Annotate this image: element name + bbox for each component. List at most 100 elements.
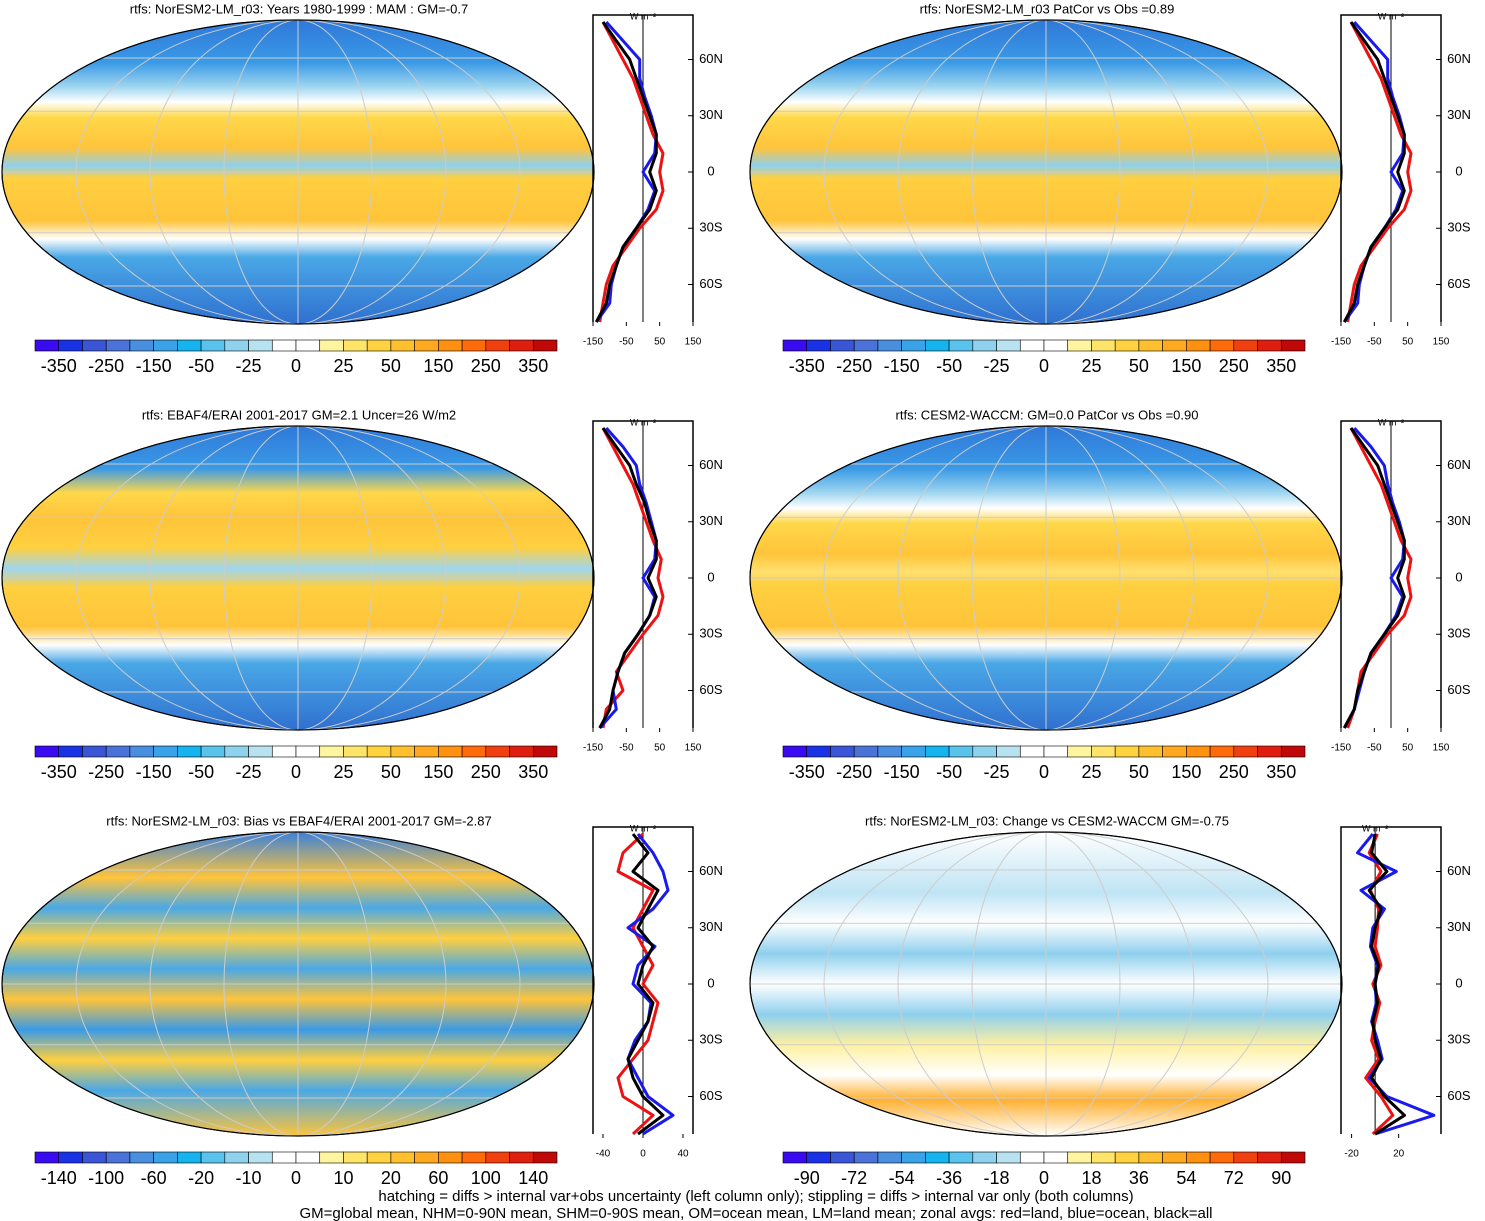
zonal-line [601,427,665,729]
unit-label: W m⁻² [630,823,656,833]
colorbar-label: 140 [518,1168,548,1188]
colorbar-label: 250 [471,762,501,782]
colorbar-box [1209,745,1235,758]
y-tick-label: 0 [707,569,714,584]
colorbar-label: -54 [889,1168,915,1188]
colorbar-box [877,745,902,758]
colorbar-box [129,339,154,352]
panel-title: rtfs: NorESM2-LM_r03: Years 1980-1999 : … [130,1,469,16]
panel-title: rtfs: NorESM2-LM_r03: Change vs CESM2-WA… [865,813,1229,828]
colorbar-label: 250 [471,356,501,376]
x-tick-label: 50 [1402,337,1414,348]
colorbar-label: 350 [1266,762,1296,782]
colorbar-box [1257,339,1282,352]
colorbar-box [830,1151,855,1164]
colorbar-label: 150 [423,762,453,782]
colorbar-box [782,1151,808,1164]
zonal-line [1346,21,1413,323]
zonal-line [626,833,675,1136]
colorbar-box [271,745,297,758]
colorbar-label: 18 [1081,1168,1101,1188]
colorbar-box [295,745,321,758]
panel-title: rtfs: EBAF4/ERAI 2001-2017 GM=2.1 Uncer=… [142,407,456,422]
colorbar-box [153,339,178,352]
colorbar-label: 0 [291,1168,301,1188]
colorbar-box [366,1151,392,1164]
colorbar-box [319,339,344,352]
colorbar-box [58,1151,83,1164]
zonal-line [598,427,658,729]
colorbar-label: 50 [1129,356,1149,376]
unit-label: W m⁻² [1378,11,1404,21]
colorbar-label: -150 [884,356,920,376]
x-tick-label: 150 [685,337,702,348]
colorbar-label: 90 [1271,1168,1291,1188]
colorbar-label: -20 [188,1168,214,1188]
x-tick-label: -50 [619,337,634,348]
colorbar-box [830,745,855,758]
colorbar-label: -350 [41,356,77,376]
colorbar-box [1019,1151,1045,1164]
colorbar-label: 25 [333,762,353,782]
y-tick-label: 60N [1447,457,1471,472]
colorbar-box [343,339,368,352]
colorbar-box [996,745,1021,758]
colorbar-label: 250 [1219,356,1249,376]
colorbar-label: -150 [136,762,172,782]
colorbar-box [485,339,510,352]
colorbar-box [877,339,902,352]
colorbar-box [248,1151,273,1164]
colorbar-box [972,1151,997,1164]
colorbar-box [1138,339,1163,352]
colorbar-box [82,745,107,758]
colorbar-box [806,1151,831,1164]
colorbar-box [1091,339,1116,352]
colorbar-label: 350 [518,356,548,376]
colorbar-label: 54 [1176,1168,1196,1188]
y-tick-label: 60S [699,276,722,291]
colorbar-box [58,745,83,758]
colorbar-box [1043,745,1069,758]
x-tick-label: 50 [1402,743,1414,754]
y-tick-label: 60N [1447,51,1471,66]
unit-label: W m⁻² [1362,823,1388,833]
colorbar-box [1138,1151,1163,1164]
colorbar-box [319,745,344,758]
colorbar-box [461,339,487,352]
colorbar-label: -60 [141,1168,167,1188]
colorbar-box [200,339,226,352]
colorbar-label: -50 [936,356,962,376]
colorbar-box [948,1151,974,1164]
colorbar-box [782,745,808,758]
colorbar-box [390,1151,415,1164]
colorbar-box [806,745,831,758]
map-outline [749,831,1343,1137]
x-tick-label: -50 [619,743,634,754]
y-tick-label: 0 [1455,163,1462,178]
footer-line: hatching = diffs > internal var+obs unce… [378,1188,1133,1205]
zonal-line [1367,833,1406,1136]
colorbar-box [901,1151,926,1164]
colorbar-box [509,745,534,758]
colorbar-box [438,339,463,352]
y-tick-label: 30S [699,626,722,641]
colorbar-box [853,745,879,758]
colorbar-label: -350 [41,762,77,782]
colorbar-box [461,1151,487,1164]
colorbar-box [532,1151,558,1164]
colorbar-box [153,745,178,758]
colorbar-box [105,339,131,352]
y-tick-label: 30N [1447,107,1471,122]
y-tick-label: 60N [699,863,723,878]
y-tick-label: 30S [1447,220,1470,235]
colorbar-label: 10 [333,1168,353,1188]
colorbar-label: 50 [381,356,401,376]
colorbar-box [1209,339,1235,352]
colorbar-box [438,1151,463,1164]
colorbar-box [34,745,60,758]
y-tick-label: 30S [1447,1032,1470,1047]
y-tick-label: 30N [1447,919,1471,934]
y-tick-label: 60S [1447,1088,1470,1103]
zonal-line [1342,21,1406,323]
unit-label: W m⁻² [1378,417,1404,427]
